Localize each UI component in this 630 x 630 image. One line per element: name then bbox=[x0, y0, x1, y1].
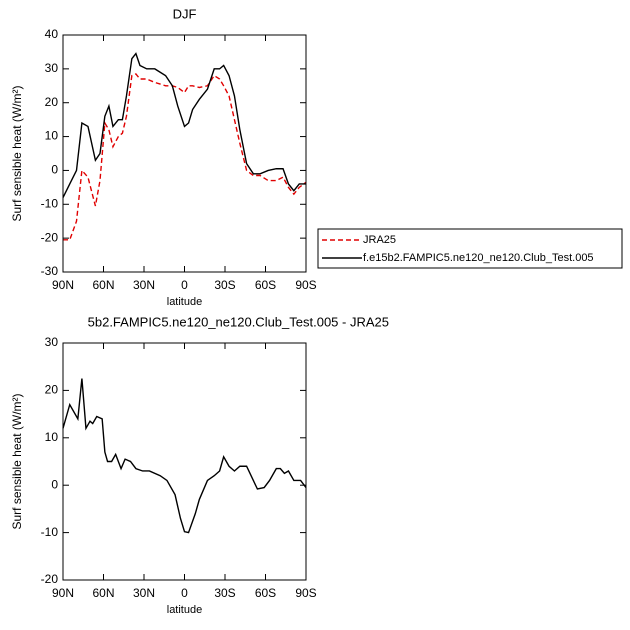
chart-title: 5b2.FAMPIC5.ne120_ne120.Club_Test.005 - … bbox=[88, 314, 389, 329]
chart-title: DJF bbox=[173, 6, 197, 21]
x-tick-label: 0 bbox=[181, 586, 188, 600]
data-line bbox=[62, 378, 307, 534]
x-axis-label: latitude bbox=[167, 604, 202, 616]
x-tick-label: 30N bbox=[133, 586, 155, 600]
x-tick-label: 60N bbox=[92, 278, 114, 292]
y-tick-label: -20 bbox=[41, 572, 59, 586]
data-line bbox=[62, 52, 306, 198]
y-tick-label: 40 bbox=[45, 27, 59, 41]
y-tick-label: 0 bbox=[51, 477, 58, 491]
x-tick-label: 30S bbox=[214, 586, 235, 600]
legend-label: JRA25 bbox=[363, 234, 396, 246]
data-line bbox=[63, 73, 307, 241]
y-tick-label: 10 bbox=[45, 129, 59, 143]
plot-frame bbox=[62, 342, 307, 581]
y-tick-label: 30 bbox=[45, 335, 59, 349]
x-axis-label: latitude bbox=[167, 296, 202, 308]
x-tick-label: 60N bbox=[92, 586, 114, 600]
x-tick-label: 60S bbox=[255, 278, 276, 292]
plot-frame bbox=[62, 34, 307, 273]
x-tick-label: 60S bbox=[255, 586, 276, 600]
legend-label: f.e15b2.FAMPIC5.ne120_ne120.Club_Test.00… bbox=[363, 252, 594, 264]
x-tick-label: 90S bbox=[295, 586, 316, 600]
x-tick-label: 30N bbox=[133, 278, 155, 292]
x-tick-label: 30S bbox=[214, 278, 235, 292]
y-tick-label: 20 bbox=[45, 95, 59, 109]
y-tick-label: 20 bbox=[45, 383, 59, 397]
legend-box bbox=[317, 228, 623, 269]
y-tick-label: -30 bbox=[41, 264, 59, 278]
y-tick-label: -20 bbox=[41, 230, 59, 244]
y-axis-label: Surf sensible heat (W/m²) bbox=[10, 85, 24, 221]
y-axis-label: Surf sensible heat (W/m²) bbox=[10, 393, 24, 529]
y-tick-label: -10 bbox=[41, 525, 59, 539]
y-tick-label: 10 bbox=[45, 430, 59, 444]
x-tick-label: 90N bbox=[52, 278, 74, 292]
y-tick-label: -10 bbox=[41, 196, 59, 210]
x-tick-label: 90S bbox=[295, 278, 316, 292]
y-tick-label: 30 bbox=[45, 61, 59, 75]
x-tick-label: 0 bbox=[181, 278, 188, 292]
x-tick-label: 90N bbox=[52, 586, 74, 600]
y-tick-label: 0 bbox=[51, 163, 58, 177]
